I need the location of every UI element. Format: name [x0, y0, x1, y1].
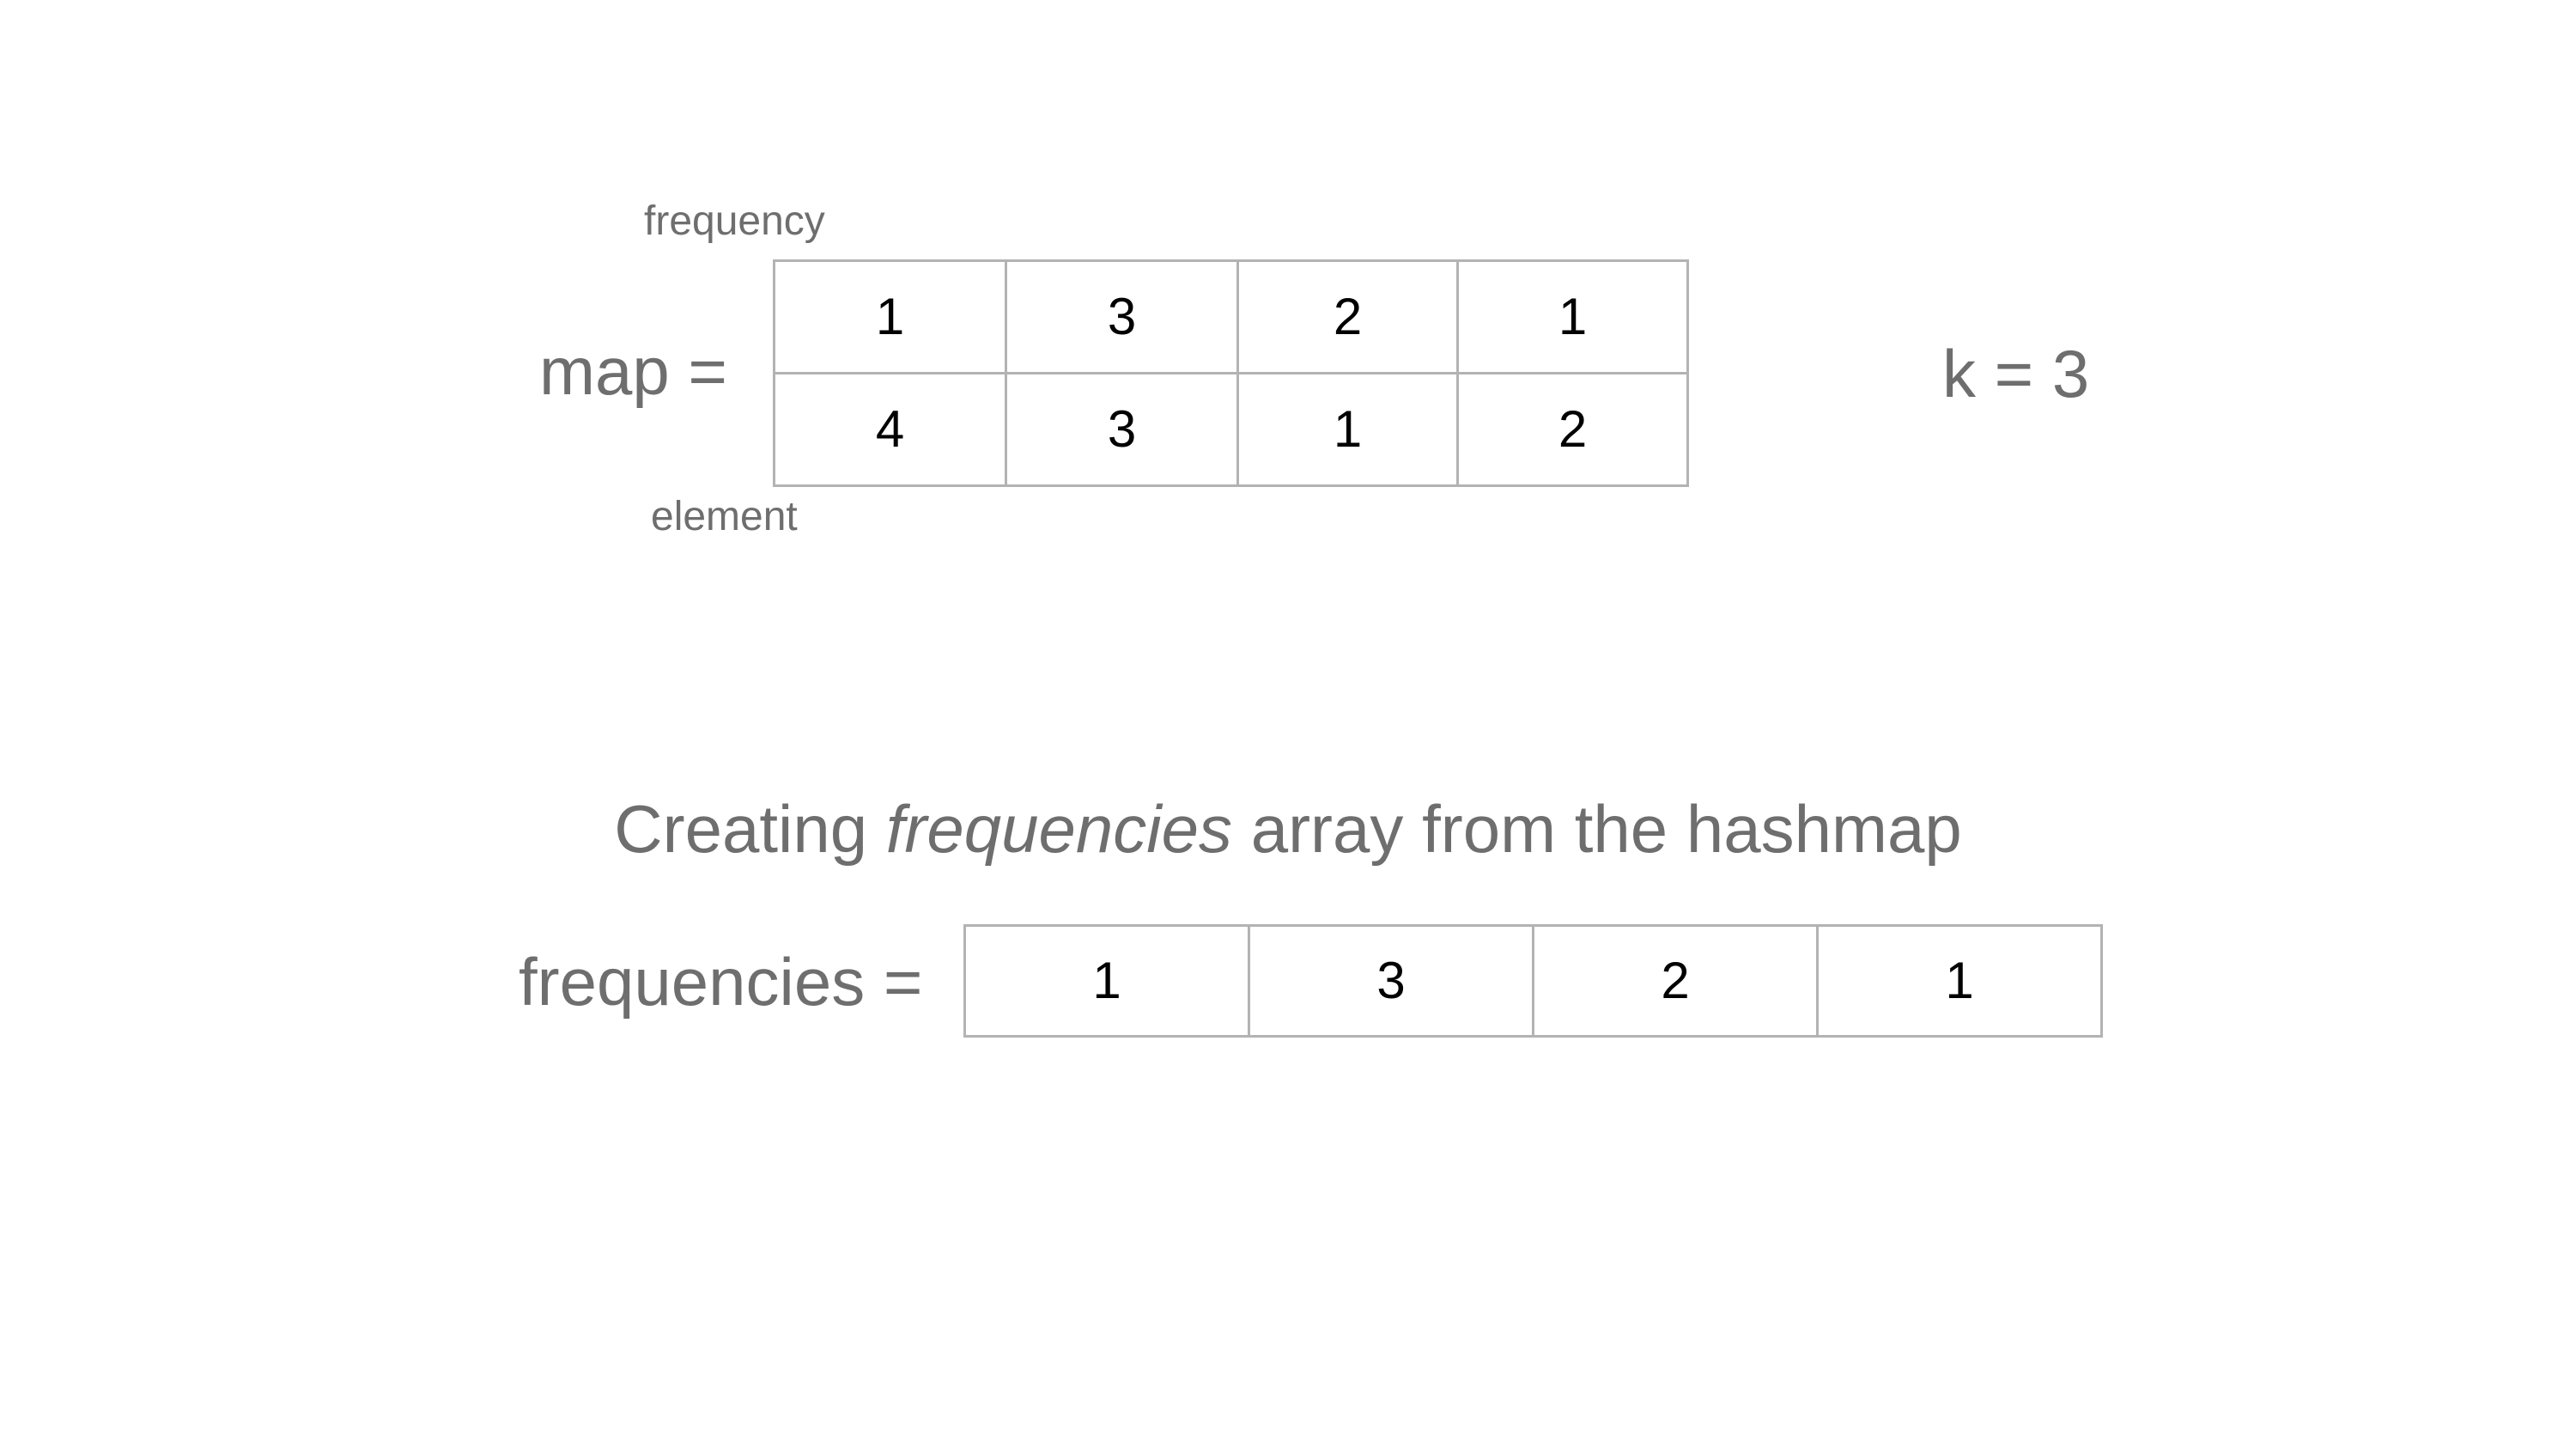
frequencies-label: frequencies = — [519, 944, 923, 1020]
frequency-row-label: frequency — [644, 198, 825, 244]
map-element-cell: 4 — [773, 372, 1007, 487]
frequencies-array: 1 3 2 1 — [963, 924, 2103, 1038]
frequencies-cell: 3 — [1248, 924, 1534, 1038]
frequencies-cell: 1 — [1816, 924, 2103, 1038]
map-label: map = — [539, 333, 727, 409]
element-row-label: element — [651, 494, 798, 539]
map-frequency-cell: 1 — [1456, 259, 1689, 374]
hashmap-table: 1 3 2 1 4 3 1 2 — [773, 259, 1689, 487]
k-value-label: k = 3 — [1942, 336, 2090, 411]
caption-text-before: Creating — [614, 791, 886, 867]
map-frequency-cell: 2 — [1236, 259, 1459, 374]
frequency-row: 1 3 2 1 — [773, 259, 1689, 374]
caption-text-after: array from the hashmap — [1232, 791, 1962, 867]
map-frequency-cell: 1 — [773, 259, 1007, 374]
frequencies-cell: 2 — [1532, 924, 1819, 1038]
map-element-cell: 3 — [1005, 372, 1239, 487]
map-frequency-cell: 3 — [1005, 259, 1239, 374]
caption: Creating frequencies array from the hash… — [0, 790, 2576, 868]
element-row: 4 3 1 2 — [773, 372, 1689, 487]
frequencies-cell: 1 — [963, 924, 1250, 1038]
frequencies-row: 1 3 2 1 — [963, 924, 2103, 1038]
map-element-cell: 1 — [1236, 372, 1459, 487]
map-element-cell: 2 — [1456, 372, 1689, 487]
caption-text-emphasis: frequencies — [885, 791, 1233, 867]
